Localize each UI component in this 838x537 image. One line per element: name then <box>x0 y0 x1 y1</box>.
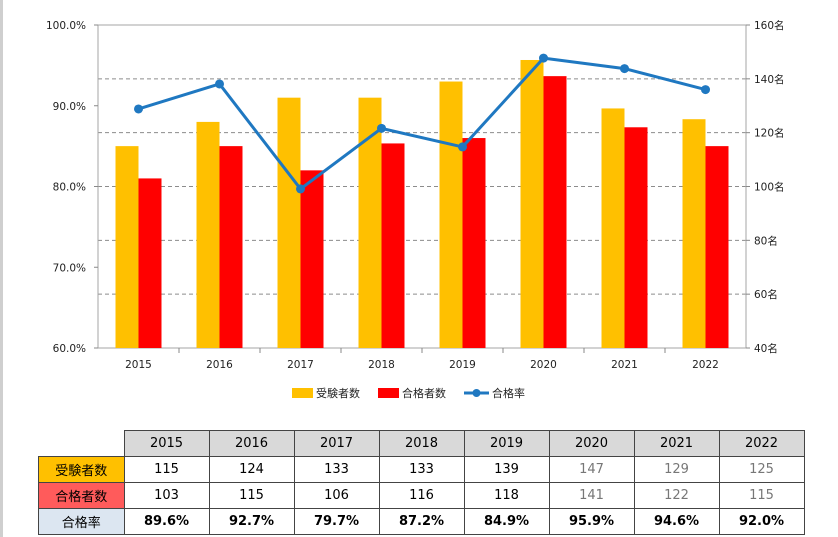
table-cell: 79.7% <box>293 508 380 535</box>
combo-chart: 60.0% 70.0% 80.0% 90.0% 100.0% 40名 60名 80名 100名 1… <box>46 19 785 400</box>
bar-examinees <box>358 97 382 348</box>
table-cell: 92.0% <box>718 508 805 535</box>
table-cell: 133 <box>293 456 380 483</box>
x-axis-tick-label: 2015 <box>125 359 152 371</box>
table-cell: 84.9% <box>463 508 550 535</box>
x-axis-tick-label: 2018 <box>368 359 395 371</box>
right-axis-tick-label: 100名 <box>754 181 785 194</box>
legend-swatch <box>378 388 399 398</box>
table-cell: 141 <box>548 482 635 509</box>
left-axis-tick-label: 70.0% <box>53 262 86 274</box>
bar-passers <box>705 146 729 348</box>
bar-examinees <box>682 119 706 348</box>
table-cell: 87.2% <box>378 508 465 535</box>
pass-rate-point <box>296 184 305 194</box>
table-cell: 89.6% <box>123 508 210 535</box>
table-cell: 115 <box>123 456 210 483</box>
table-cell: 125 <box>718 456 805 483</box>
table-year-header: 2019 <box>463 430 550 457</box>
table-cell: 115 <box>208 482 295 509</box>
legend-label: 受験者数 <box>316 386 360 400</box>
pass-rate-point <box>620 64 629 74</box>
table-cell: 139 <box>463 456 550 483</box>
legend-label: 合格率 <box>492 386 525 400</box>
bar-examinees <box>115 146 139 348</box>
table-cell: 147 <box>548 456 635 483</box>
pass-rate-point <box>458 142 467 152</box>
legend-marker <box>472 389 481 397</box>
table-cell: 116 <box>378 482 465 509</box>
table-year-header: 2021 <box>633 430 720 457</box>
left-axis-tick-label: 80.0% <box>53 182 86 194</box>
table-cell: 106 <box>293 482 380 509</box>
table-cell: 124 <box>208 456 295 483</box>
x-axis-tick-label: 2020 <box>530 359 557 371</box>
table-year-header: 2022 <box>718 430 805 457</box>
bar-examinees <box>601 108 625 348</box>
x-axis-tick-label: 2016 <box>206 359 233 371</box>
left-axis-tick-label: 60.0% <box>53 343 86 355</box>
table-row-pass-rate: 合格率 89.6% 92.7% 79.7% 87.2% 84.9% 95.9% … <box>38 508 805 535</box>
table-row-label: 受験者数 <box>38 456 125 483</box>
bar-passers <box>462 138 486 348</box>
right-axis-tick-label: 60名 <box>754 288 778 301</box>
table-row-label: 合格者数 <box>38 482 125 509</box>
table-row-label: 合格率 <box>38 508 125 535</box>
table-cell: 115 <box>718 482 805 509</box>
right-axis-tick-label: 40名 <box>754 342 778 355</box>
x-axis-tick-label: 2022 <box>692 359 719 371</box>
pass-rate-line <box>138 56 706 191</box>
legend-label: 合格者数 <box>402 386 446 400</box>
table-row-examinees: 受験者数 115 124 133 133 139 147 129 125 <box>38 456 805 483</box>
bar-examinees <box>196 121 220 349</box>
table-year-header: 2017 <box>293 430 380 457</box>
table-cell: 94.6% <box>633 508 720 535</box>
bar-passers <box>381 143 405 348</box>
table-cell: 133 <box>378 456 465 483</box>
table-cell: 118 <box>463 482 550 509</box>
bar-examinees <box>277 97 301 348</box>
bar-passers <box>138 178 162 348</box>
right-axis-tick-label: 120名 <box>754 127 785 140</box>
bar-passers <box>219 146 243 348</box>
table-cell: 129 <box>633 456 720 483</box>
window-left-border <box>0 0 3 537</box>
left-axis-tick-label: 90.0% <box>53 101 86 113</box>
pass-rate-point <box>701 85 710 95</box>
table-header-row: 2015 2016 2017 2018 2019 2020 2021 2022 <box>39 430 805 457</box>
x-axis-tick-label: 2017 <box>287 359 314 371</box>
table-cell: 92.7% <box>208 508 295 535</box>
table-corner-cell <box>39 431 125 457</box>
bar-passers <box>543 76 567 349</box>
right-axis-tick-label: 140名 <box>754 73 785 86</box>
bar-passers <box>300 170 324 348</box>
right-axis-tick-label: 80名 <box>754 234 778 247</box>
table-year-header: 2015 <box>123 430 210 457</box>
x-axis-tick-label: 2021 <box>611 359 638 371</box>
table-cell: 95.9% <box>548 508 635 535</box>
data-table: 2015 2016 2017 2018 2019 2020 2021 2022 … <box>38 430 805 535</box>
x-axis-tick-label: 2019 <box>449 359 476 371</box>
pass-rate-point <box>377 123 386 133</box>
table-year-header: 2020 <box>548 430 635 457</box>
table-cell: 122 <box>633 482 720 509</box>
pass-rate-point <box>134 104 143 114</box>
pass-rate-point <box>215 79 224 89</box>
table-year-header: 2016 <box>208 430 295 457</box>
table-row-passers: 合格者数 103 115 106 116 118 141 122 115 <box>38 482 805 509</box>
pass-rate-point <box>539 53 548 63</box>
bar-examinees <box>520 59 544 348</box>
table-year-header: 2018 <box>378 430 465 457</box>
left-axis-tick-label: 100.0% <box>46 20 86 32</box>
right-axis-tick-label: 160名 <box>754 19 785 32</box>
bar-passers <box>624 127 648 349</box>
legend-swatch <box>292 388 313 398</box>
table-cell: 103 <box>123 482 210 509</box>
bar-examinees <box>439 81 463 349</box>
